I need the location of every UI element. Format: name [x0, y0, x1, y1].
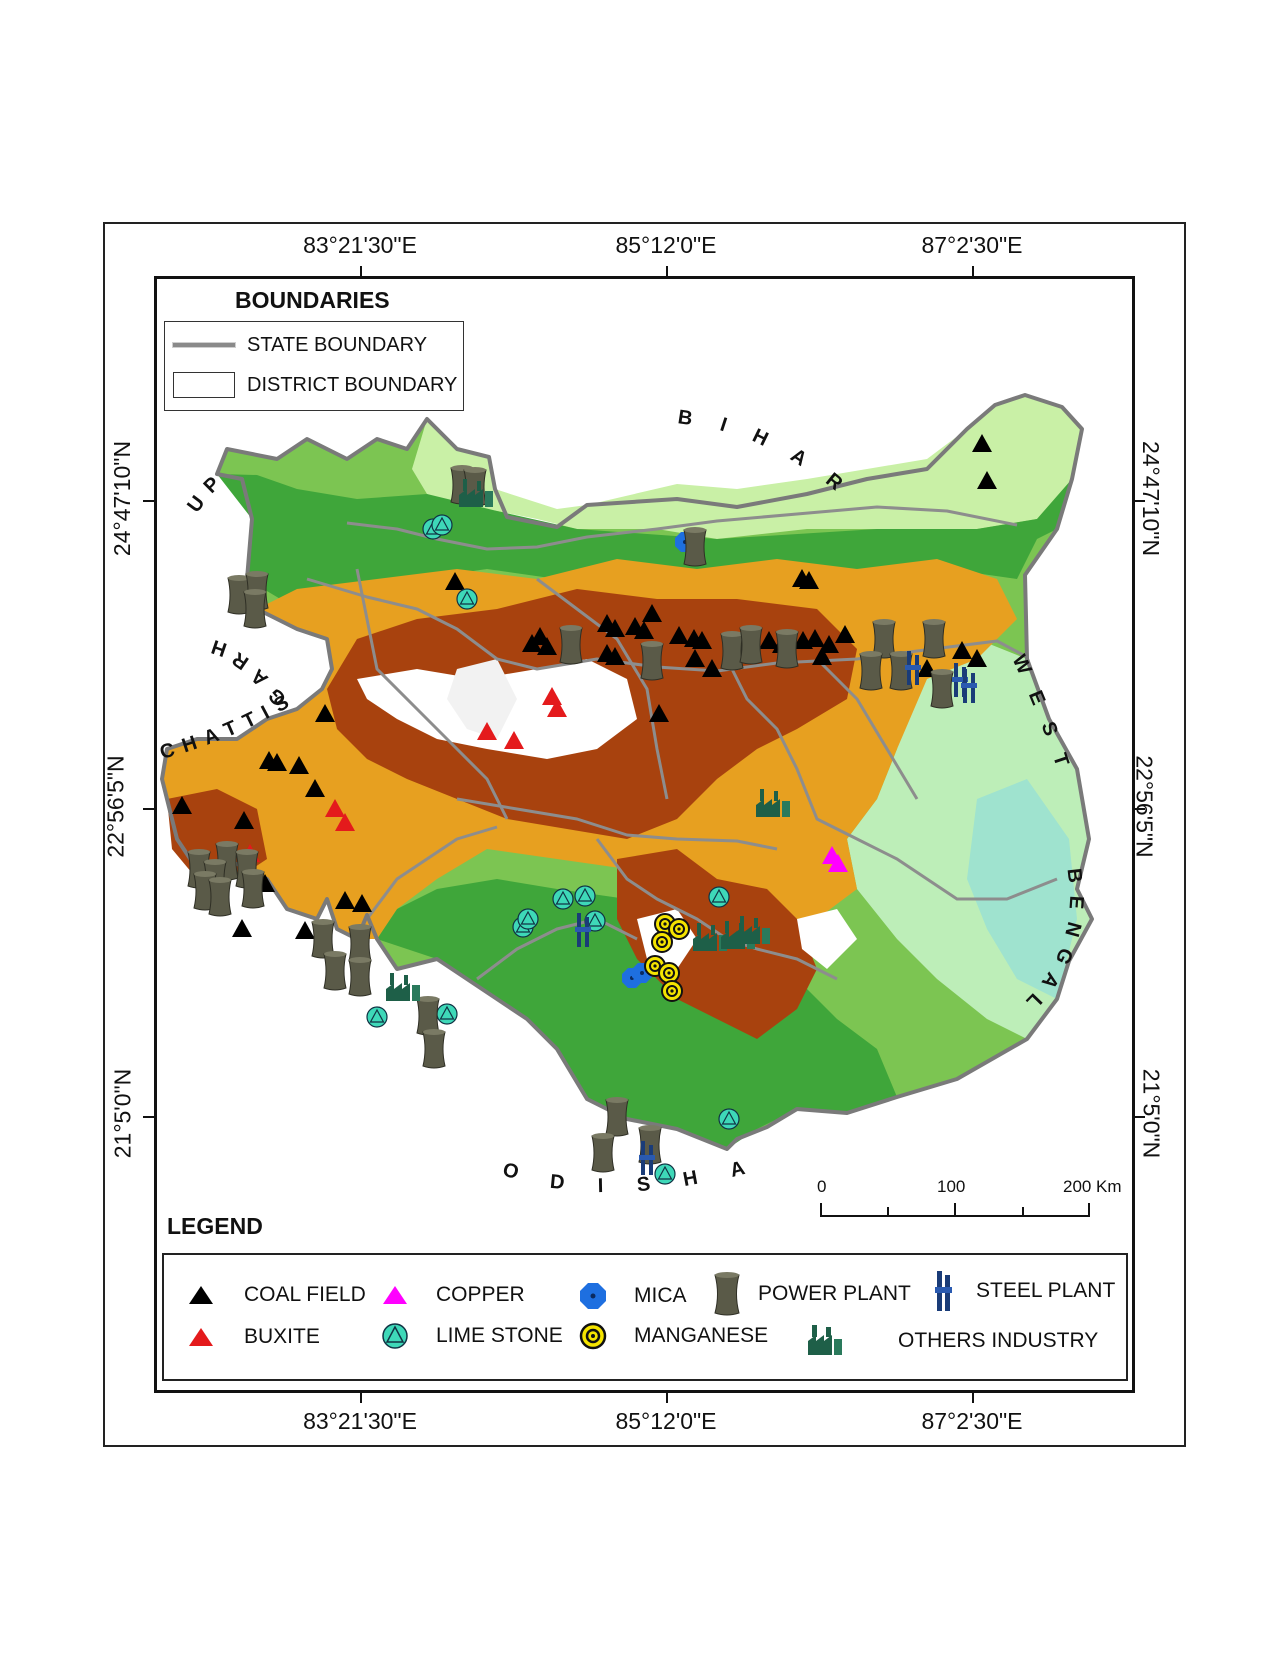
top-coord-label: 85°12'0"E: [615, 232, 717, 258]
outer-frame: [103, 222, 1186, 1447]
scale-tick: [1022, 1207, 1024, 1217]
state-boundary-swatch: [173, 343, 235, 347]
label-up: UP: [183, 466, 221, 517]
coord-tick: [666, 266, 668, 278]
legend-item-mica: MICA: [578, 1281, 687, 1311]
cooling-tower-icon: [714, 1272, 740, 1316]
legend-item-lime-stone: LIME STONE: [380, 1321, 563, 1351]
bottom-coord-label: 87°2'30"E: [921, 1408, 1023, 1434]
legend-item-power-plant: POWER PLANT: [712, 1271, 911, 1317]
left-coord-label: 22°56'5"N: [102, 755, 129, 858]
plateau-se: [797, 909, 857, 969]
coord-tick: [143, 500, 155, 502]
magenta-triangle-icon: [383, 1286, 407, 1304]
scale-unit: Km: [1096, 1177, 1122, 1196]
label-bihar: BIHAR: [676, 406, 840, 513]
lowland-north: [412, 395, 1082, 539]
legend-item-copper: COPPER: [380, 1283, 525, 1307]
label-chhattisgarh-b: CHATTIS: [157, 687, 291, 764]
legend-label: BUXITE: [244, 1325, 320, 1348]
plain-south: [377, 879, 897, 1149]
valley-east: [967, 779, 1077, 999]
legend-item-others-industry: OTHERS INDUSTRY: [804, 1321, 1098, 1361]
coord-tick: [666, 1391, 668, 1403]
scale-max: 200: [1063, 1177, 1092, 1196]
relief-map[interactable]: [157, 279, 1135, 1393]
right-coord-label: 21°5'0"N: [1138, 1068, 1165, 1159]
coord-tick: [143, 808, 155, 810]
coord-tick: [1133, 1116, 1145, 1118]
factory-icon: [808, 1325, 842, 1355]
coord-tick: [972, 1391, 974, 1403]
left-coord-label: 24°47'10"N: [109, 440, 136, 557]
label-odisha: ODISHA: [500, 1149, 746, 1198]
legend-label: POWER PLANT: [758, 1282, 911, 1305]
label-west-bengal-b: BENGAL: [1013, 867, 1075, 1021]
svg-text:UP: UP: [183, 466, 231, 517]
legend-item-coal-field: COAL FIELD: [186, 1283, 366, 1307]
scale-tick: [887, 1207, 889, 1217]
legend-label: MANGANESE: [634, 1324, 769, 1347]
boundaries-title: BOUNDARIES: [235, 287, 390, 313]
left-coord-label: 21°5'0"N: [109, 1068, 136, 1159]
legend: COAL FIELD BUXITE COPPER LIME STONE MICA…: [162, 1253, 1128, 1381]
state-boundary-row: STATE BOUNDARY: [173, 330, 427, 360]
legend-item-buxite: BUXITE: [186, 1325, 320, 1349]
plateau-east: [447, 659, 517, 739]
legend-item-steel-plant: STEEL PLANT: [934, 1269, 1115, 1313]
svg-text:BIHAR: BIHAR: [676, 406, 868, 513]
legend-label: OTHERS INDUSTRY: [898, 1329, 1099, 1352]
svg-text:CHATTIS: CHATTIS: [157, 687, 300, 764]
coord-tick: [360, 266, 362, 278]
svg-text:WEST: WEST: [1008, 651, 1080, 788]
state-boundary-label: STATE BOUNDARY: [247, 333, 428, 356]
coord-tick: [1133, 500, 1145, 502]
neighbor-labels: UP BIHAR GARH CHATTIS WEST BENGAL ODISHA: [157, 406, 1087, 1198]
svg-text:BENGAL: BENGAL: [1013, 867, 1087, 1021]
coord-tick: [972, 266, 974, 278]
scale-tick: [1088, 1203, 1090, 1217]
scale-mid: 100: [937, 1177, 966, 1196]
legend-item-manganese: MANGANESE: [578, 1321, 768, 1351]
legend-label: LIME STONE: [436, 1324, 563, 1347]
map-frame: BOUNDARIES STATE BOUNDARY DISTRICT BOUND…: [154, 276, 1135, 1393]
legend-label: STEEL PLANT: [976, 1279, 1116, 1302]
top-coord-label: 83°21'30"E: [303, 232, 417, 258]
bottom-coord-label: 85°12'0"E: [615, 1408, 717, 1434]
bottom-coord-label: 83°21'30"E: [303, 1408, 417, 1434]
legend-label: MICA: [634, 1284, 687, 1307]
coord-tick: [360, 1391, 362, 1403]
coord-tick: [1133, 808, 1145, 810]
cyan-circle-triangle-icon: [382, 1323, 408, 1349]
coord-tick: [143, 1116, 155, 1118]
district-boundary-row: DISTRICT BOUNDARY: [173, 370, 457, 400]
scale-zero: 0: [817, 1177, 827, 1196]
legend-title: LEGEND: [167, 1213, 263, 1239]
district-boundary-label: DISTRICT BOUNDARY: [247, 373, 458, 396]
yellow-ring-icon: [579, 1322, 607, 1350]
blue-octagon-icon: [580, 1283, 606, 1309]
legend-label: COAL FIELD: [244, 1283, 366, 1306]
label-west-bengal-a: WEST: [1008, 651, 1060, 788]
district-boundary-swatch: [173, 372, 235, 398]
boundaries-legend: STATE BOUNDARY DISTRICT BOUNDARY: [164, 321, 464, 411]
scale-tick: [954, 1203, 956, 1217]
state-boundary: [160, 393, 1094, 1151]
red-triangle-icon: [189, 1328, 213, 1346]
scale-tick: [820, 1203, 822, 1217]
top-coord-label: 87°2'30"E: [921, 232, 1023, 258]
right-coord-label: 24°47'10"N: [1138, 440, 1165, 557]
svg-text:ODISHA: ODISHA: [500, 1149, 780, 1198]
blast-furnace-icon: [935, 1271, 952, 1311]
black-triangle-icon: [189, 1286, 213, 1304]
legend-label: COPPER: [436, 1283, 525, 1306]
